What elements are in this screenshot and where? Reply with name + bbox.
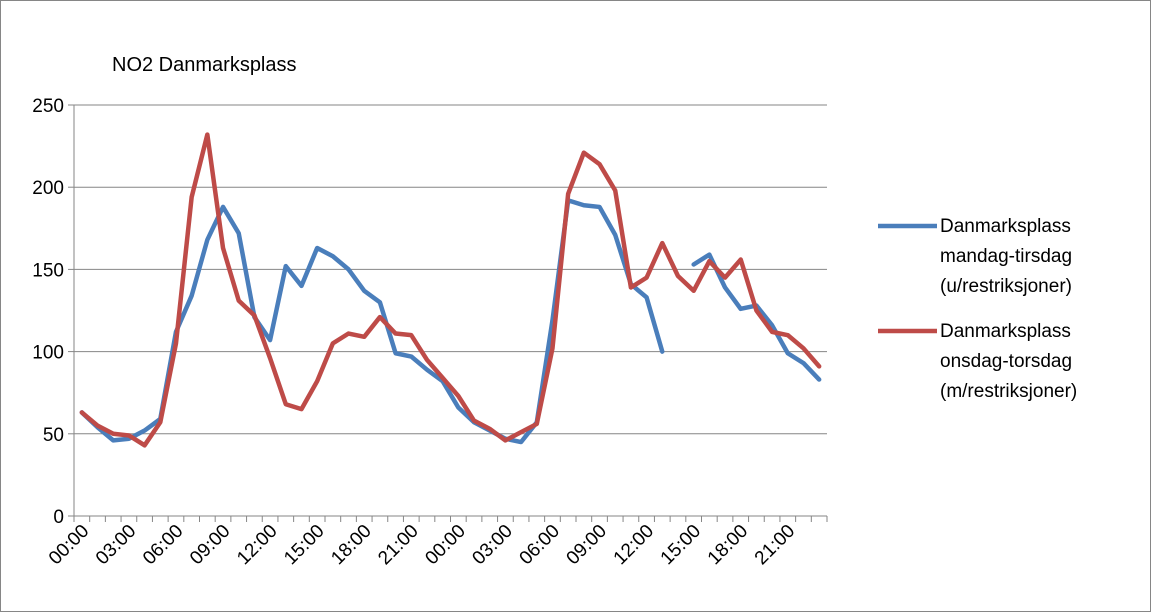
series-1 — [82, 200, 819, 442]
x-tick-label: 06:00 — [516, 521, 564, 569]
legend-label: Danmarksplass — [940, 321, 1071, 342]
x-tick-label: 09:00 — [186, 521, 234, 569]
x-tick-label: 21:00 — [374, 521, 422, 569]
chart-title: NO2 Danmarksplass — [112, 54, 297, 76]
legend-item-1: Danmarksplass mandag-tirsdag (u/restriksjo… — [878, 216, 1072, 297]
legend-label: (m/restriksjoner) — [940, 381, 1077, 402]
legend-label: onsdag-torsdag — [940, 351, 1072, 372]
series-line — [82, 200, 662, 442]
series-line — [694, 255, 820, 380]
x-tick-label: 18:00 — [704, 521, 752, 569]
legend-label: Danmarksplass — [940, 216, 1071, 237]
axes: 05010015020025000:0003:0006:0009:0012:00… — [32, 96, 827, 569]
y-tick-label: 150 — [32, 260, 64, 281]
y-tick-label: 250 — [32, 96, 64, 117]
legend: Danmarksplass mandag-tirsdag (u/restriksjo… — [878, 216, 1077, 402]
series-lines — [82, 135, 819, 446]
x-tick-label: 18:00 — [327, 521, 375, 569]
x-tick-label: 00:00 — [421, 521, 469, 569]
y-tick-label: 50 — [43, 425, 64, 446]
x-tick-label: 12:00 — [610, 521, 658, 569]
x-tick-label: 12:00 — [233, 521, 281, 569]
x-tick-label: 09:00 — [563, 521, 611, 569]
legend-label: mandag-tirsdag — [940, 246, 1072, 267]
x-tick-label: 03:00 — [468, 521, 516, 569]
x-tick-label: 15:00 — [280, 521, 328, 569]
y-tick-label: 100 — [32, 343, 64, 364]
x-tick-label: 00:00 — [45, 521, 93, 569]
x-tick-label: 03:00 — [92, 521, 140, 569]
y-tick-label: 0 — [53, 507, 64, 528]
legend-label: (u/restriksjoner) — [940, 276, 1072, 297]
y-tick-label: 200 — [32, 178, 64, 199]
legend-item-2: Danmarksplass onsdag-torsdag (m/restriksjo… — [878, 321, 1077, 402]
x-tick-label: 06:00 — [139, 521, 187, 569]
x-tick-label: 21:00 — [751, 521, 799, 569]
x-tick-label: 15:00 — [657, 521, 705, 569]
